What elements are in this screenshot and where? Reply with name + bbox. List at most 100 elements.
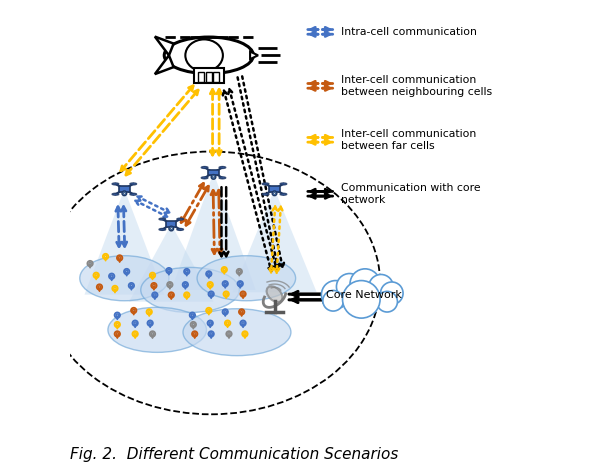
Polygon shape <box>110 278 113 281</box>
Ellipse shape <box>280 194 287 195</box>
Ellipse shape <box>280 183 287 185</box>
Circle shape <box>146 309 152 314</box>
Circle shape <box>211 175 216 179</box>
Polygon shape <box>243 336 246 338</box>
Ellipse shape <box>267 287 282 302</box>
Polygon shape <box>191 317 194 320</box>
Polygon shape <box>224 285 227 288</box>
Text: Inter-cell communication
between far cells: Inter-cell communication between far cel… <box>341 128 476 151</box>
Ellipse shape <box>201 167 208 169</box>
Ellipse shape <box>141 268 239 312</box>
Polygon shape <box>88 265 91 268</box>
Circle shape <box>240 291 246 297</box>
Circle shape <box>337 274 363 300</box>
Bar <box>270 186 279 192</box>
Bar <box>194 68 224 83</box>
Bar <box>213 72 219 82</box>
Circle shape <box>190 312 195 318</box>
Ellipse shape <box>262 183 269 185</box>
Polygon shape <box>207 312 210 315</box>
Circle shape <box>223 291 229 297</box>
Bar <box>198 72 204 82</box>
Circle shape <box>169 226 174 231</box>
Circle shape <box>170 228 172 229</box>
Ellipse shape <box>108 307 206 353</box>
Circle shape <box>207 282 213 287</box>
Ellipse shape <box>80 256 169 301</box>
Polygon shape <box>239 285 242 288</box>
Polygon shape <box>185 273 188 276</box>
Ellipse shape <box>219 167 226 169</box>
Text: Core Network: Core Network <box>326 290 401 300</box>
Polygon shape <box>209 286 212 289</box>
Polygon shape <box>168 286 171 289</box>
Circle shape <box>209 291 214 297</box>
Polygon shape <box>104 258 107 261</box>
Bar <box>209 170 218 176</box>
Circle shape <box>152 292 157 298</box>
Polygon shape <box>130 287 133 290</box>
Polygon shape <box>134 336 137 338</box>
Bar <box>166 221 176 227</box>
Polygon shape <box>113 290 117 293</box>
Circle shape <box>321 280 350 309</box>
Polygon shape <box>207 275 210 278</box>
Circle shape <box>103 254 109 259</box>
Polygon shape <box>155 55 174 74</box>
Polygon shape <box>232 189 317 292</box>
Circle shape <box>242 331 248 337</box>
Ellipse shape <box>219 177 226 179</box>
Polygon shape <box>242 325 245 328</box>
Text: Intra-cell communication: Intra-cell communication <box>341 27 477 37</box>
Circle shape <box>207 320 213 326</box>
Polygon shape <box>171 173 256 290</box>
Polygon shape <box>223 271 226 274</box>
Circle shape <box>115 331 120 337</box>
Polygon shape <box>167 272 170 275</box>
Circle shape <box>124 269 129 274</box>
Polygon shape <box>155 37 174 55</box>
Circle shape <box>182 282 188 287</box>
Circle shape <box>209 331 214 337</box>
Ellipse shape <box>130 194 137 195</box>
Circle shape <box>221 267 227 272</box>
Circle shape <box>87 261 93 266</box>
Polygon shape <box>153 296 156 300</box>
Circle shape <box>168 292 174 298</box>
Circle shape <box>109 273 115 279</box>
Circle shape <box>115 312 120 318</box>
Circle shape <box>369 275 393 299</box>
Ellipse shape <box>201 177 208 179</box>
Polygon shape <box>129 224 214 302</box>
Circle shape <box>150 272 155 278</box>
Polygon shape <box>134 325 137 328</box>
Bar <box>206 72 212 82</box>
Circle shape <box>166 268 171 273</box>
Polygon shape <box>151 336 154 338</box>
Polygon shape <box>170 296 173 300</box>
Polygon shape <box>116 326 119 329</box>
Ellipse shape <box>159 218 166 220</box>
Ellipse shape <box>159 228 166 230</box>
Circle shape <box>112 286 118 291</box>
Circle shape <box>237 281 243 287</box>
Text: Inter-cell communication
between neighbouring cells: Inter-cell communication between neighbo… <box>341 75 492 97</box>
Ellipse shape <box>164 37 253 74</box>
Polygon shape <box>210 336 213 338</box>
Polygon shape <box>193 336 196 338</box>
Ellipse shape <box>262 194 269 195</box>
Ellipse shape <box>177 228 184 230</box>
Circle shape <box>167 282 173 287</box>
Polygon shape <box>242 295 245 299</box>
Bar <box>119 186 129 192</box>
Circle shape <box>148 320 153 326</box>
Polygon shape <box>116 317 119 320</box>
Polygon shape <box>149 325 152 328</box>
Polygon shape <box>226 325 229 328</box>
Polygon shape <box>151 277 154 280</box>
Circle shape <box>117 255 123 261</box>
Polygon shape <box>116 336 119 338</box>
Circle shape <box>122 191 127 196</box>
Circle shape <box>226 331 232 337</box>
Polygon shape <box>224 295 228 299</box>
